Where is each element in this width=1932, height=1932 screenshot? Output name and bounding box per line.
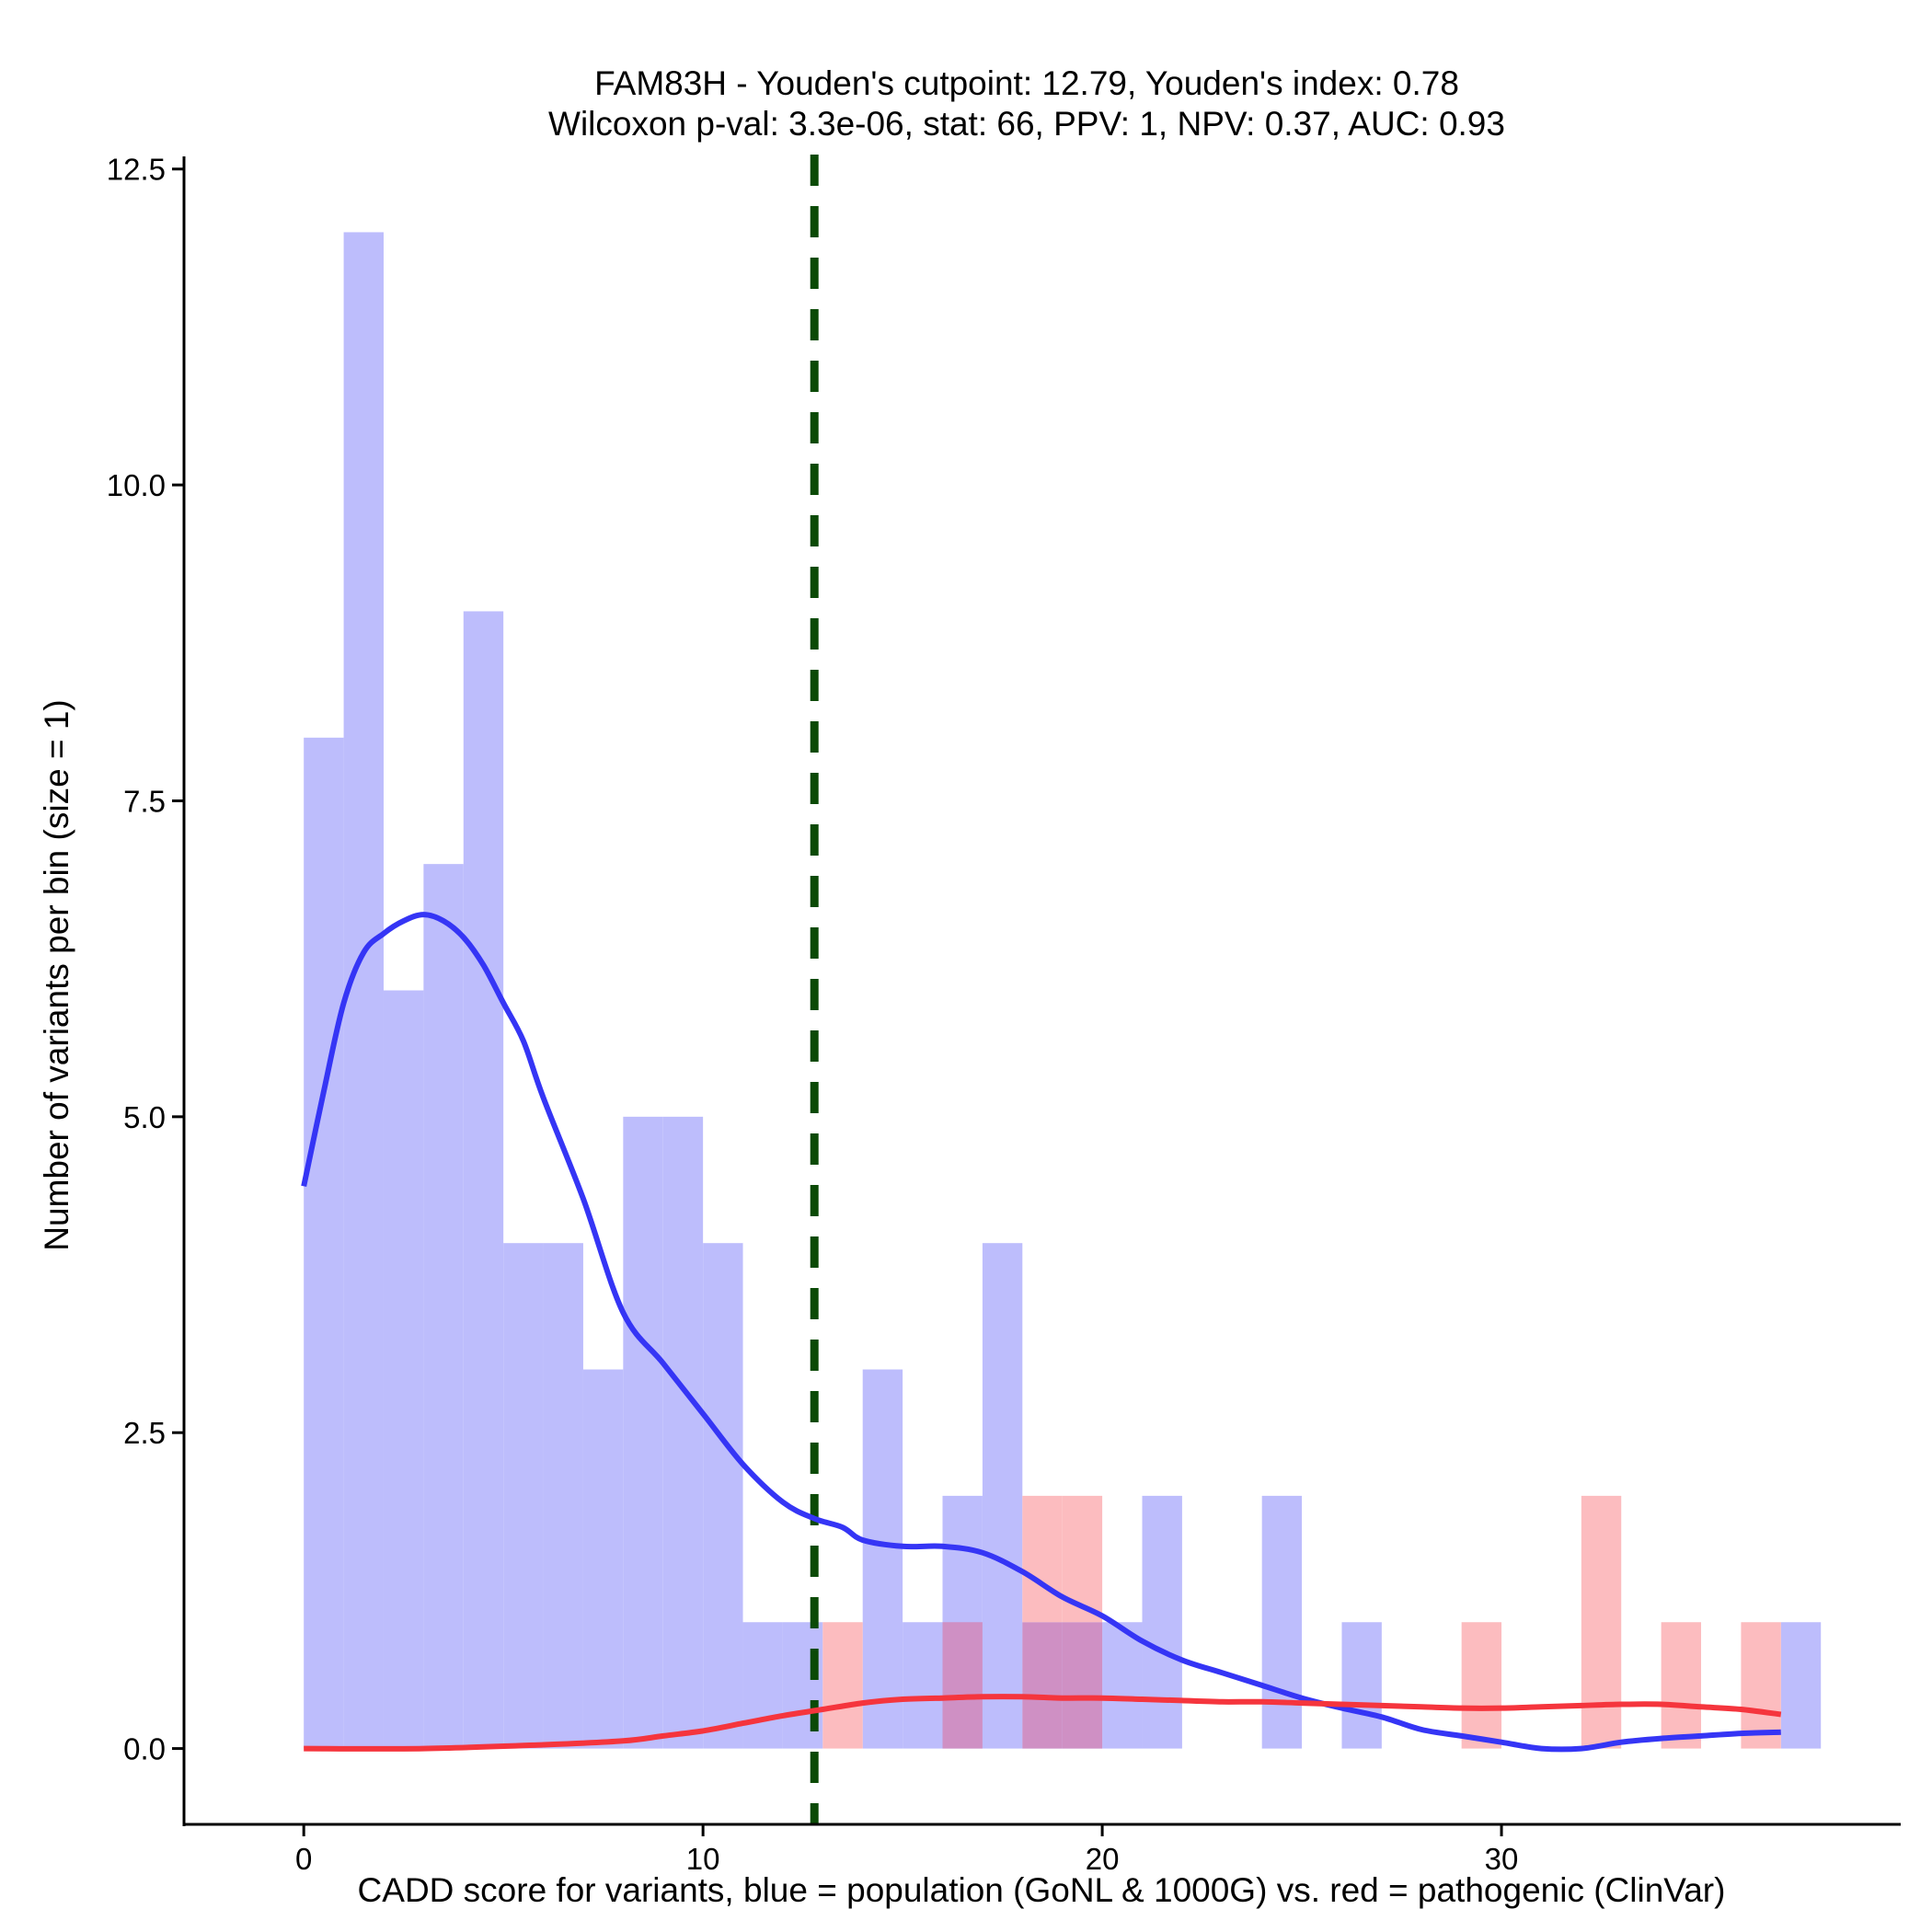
pathogenic-density-curve	[304, 1694, 1782, 1752]
x-tick-label: 20	[1086, 1842, 1120, 1876]
population-bar	[1142, 1495, 1182, 1749]
overlap-bar	[1062, 1622, 1103, 1749]
x-tick-label: 0	[295, 1842, 312, 1876]
y-tick-label: 12.5	[107, 153, 166, 187]
x-axis-title: CADD score for variants, blue = populati…	[358, 1871, 1726, 1909]
population-bar	[383, 990, 424, 1749]
population-bar	[543, 1243, 583, 1749]
population-bar	[982, 1243, 1023, 1749]
pathogenic-bar	[1022, 1495, 1063, 1623]
y-tick-label: 5.0	[123, 1100, 166, 1134]
overlap-bar	[942, 1622, 983, 1749]
population-bar	[582, 1369, 624, 1749]
pathogenic-bar	[1062, 1495, 1103, 1623]
x-tick-label: 30	[1485, 1842, 1519, 1876]
population-bar	[703, 1243, 743, 1749]
pathogenic-bar	[822, 1622, 863, 1749]
pathogenic-bar	[1661, 1622, 1702, 1749]
population-bar	[742, 1622, 783, 1749]
pathogenic-bar	[1741, 1622, 1781, 1749]
pathogenic-bar	[1581, 1495, 1622, 1749]
y-axis-title: Number of variants per bin (size = 1)	[38, 699, 75, 1250]
chart-title-line-1: FAM83H - Youden's cutpoint: 12.79, Youde…	[594, 64, 1459, 102]
population-bar	[503, 1243, 544, 1749]
population-bar	[903, 1622, 943, 1749]
population-bar	[1261, 1495, 1303, 1749]
y-tick-label: 2.5	[123, 1416, 166, 1450]
y-tick-label: 10.0	[107, 468, 166, 502]
population-bar	[1780, 1622, 1822, 1749]
y-tick-label: 0.0	[123, 1732, 166, 1766]
pathogenic-bar	[1461, 1622, 1502, 1749]
population-bar	[423, 864, 464, 1749]
population-bar	[862, 1369, 903, 1749]
population-density-curve	[301, 912, 1781, 1753]
population-bar	[304, 737, 344, 1749]
population-bar	[463, 611, 504, 1749]
overlap-bar	[1022, 1622, 1063, 1749]
x-axis-ticks: 0 10 20 30	[295, 1824, 1518, 1876]
plot-area	[301, 155, 1822, 1824]
population-bar	[623, 1116, 663, 1749]
population-bar	[1341, 1622, 1382, 1749]
x-tick-label: 10	[686, 1842, 720, 1876]
population-bar	[1102, 1622, 1143, 1749]
chart-title-line-2: Wilcoxon p-val: 3.3e-06, stat: 66, PPV: …	[548, 105, 1505, 143]
y-tick-label: 7.5	[123, 784, 166, 818]
population-bar	[662, 1116, 704, 1749]
y-axis-ticks: 0.0 2.5 5.0 7.5 10.0 12.5	[107, 153, 184, 1766]
